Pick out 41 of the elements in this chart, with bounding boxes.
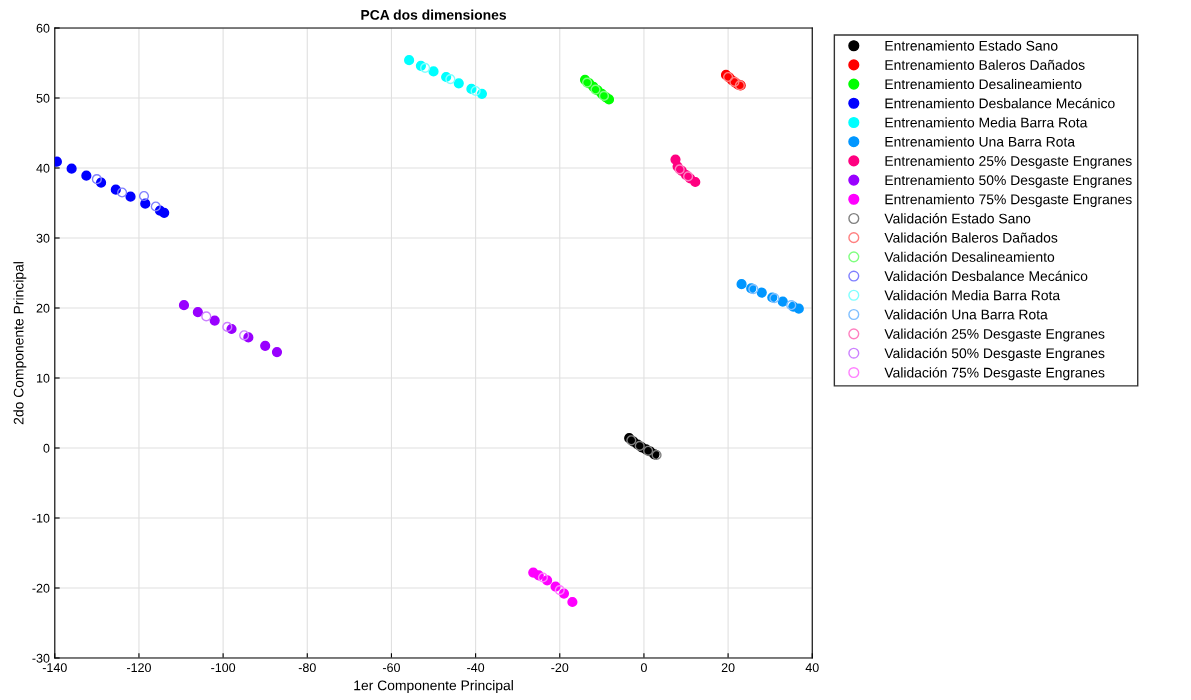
- legend-label: Validación 50% Desgaste Engranes: [884, 347, 1105, 361]
- x-tick-label: -40: [467, 663, 485, 673]
- legend-label: Entrenamiento 25% Desgaste Engranes: [885, 155, 1132, 169]
- legend-label: Validación 25% Desgaste Engranes: [884, 328, 1105, 342]
- chart-title: PCA dos dimensiones: [361, 9, 507, 20]
- y-tick-label: 60: [36, 23, 50, 33]
- y-tick-label: 40: [36, 163, 50, 173]
- x-tick-label: 20: [721, 663, 735, 673]
- legend-label: Validación Baleros Dañados: [884, 232, 1058, 243]
- legend-label: Entrenamiento Estado Sano: [885, 40, 1058, 51]
- x-tick-label: -140: [42, 663, 67, 673]
- legend-label: Entrenamiento Baleros Dañados: [885, 59, 1085, 70]
- legend-label: Validación Desalineamiento: [884, 251, 1055, 262]
- legend-label: Entrenamiento 50% Desgaste Engranes: [885, 174, 1132, 188]
- legend-label: Entrenamiento 75% Desgaste Engranes: [885, 194, 1132, 208]
- y-tick-label: 0: [43, 443, 50, 453]
- legend-label: Validación Estado Sano: [884, 213, 1031, 224]
- x-tick-label: -120: [127, 663, 151, 673]
- y-tick-label: 50: [36, 93, 50, 103]
- legend-label: Validación Media Barra Rota: [884, 289, 1061, 301]
- y-tick-label: -30: [32, 653, 50, 663]
- y-tick-label: -20: [32, 583, 50, 593]
- x-tick-label: -60: [382, 663, 400, 673]
- legend-label: Entrenamiento Desbalance Mecánico: [885, 97, 1115, 109]
- legend-label: Entrenamiento Desalineamiento: [885, 78, 1082, 90]
- legend-label: Validación Desbalance Mecánico: [884, 270, 1088, 282]
- x-tick-label: -80: [298, 663, 316, 673]
- legend-label: Entrenamiento Media Barra Rota: [885, 117, 1088, 128]
- legend-label: Validación 75% Desgaste Engranes: [884, 367, 1105, 381]
- x-tick-label: 0: [640, 663, 647, 673]
- legend-label: Validación Una Barra Rota: [884, 309, 1048, 320]
- y-tick-label: 10: [36, 373, 50, 383]
- x-tick-label: -20: [551, 663, 569, 673]
- y-tick-label: 20: [36, 303, 50, 313]
- legend-label: Entrenamiento Una Barra Rota: [885, 136, 1076, 147]
- x-axis-title: 1er Componente Principal: [354, 680, 513, 694]
- y-axis-title: 2do Componente Principal: [13, 262, 27, 425]
- x-tick-label: -100: [211, 663, 236, 673]
- y-tick-label: 30: [36, 233, 50, 243]
- x-tick-label: 40: [805, 663, 819, 673]
- y-tick-label: -10: [32, 513, 50, 523]
